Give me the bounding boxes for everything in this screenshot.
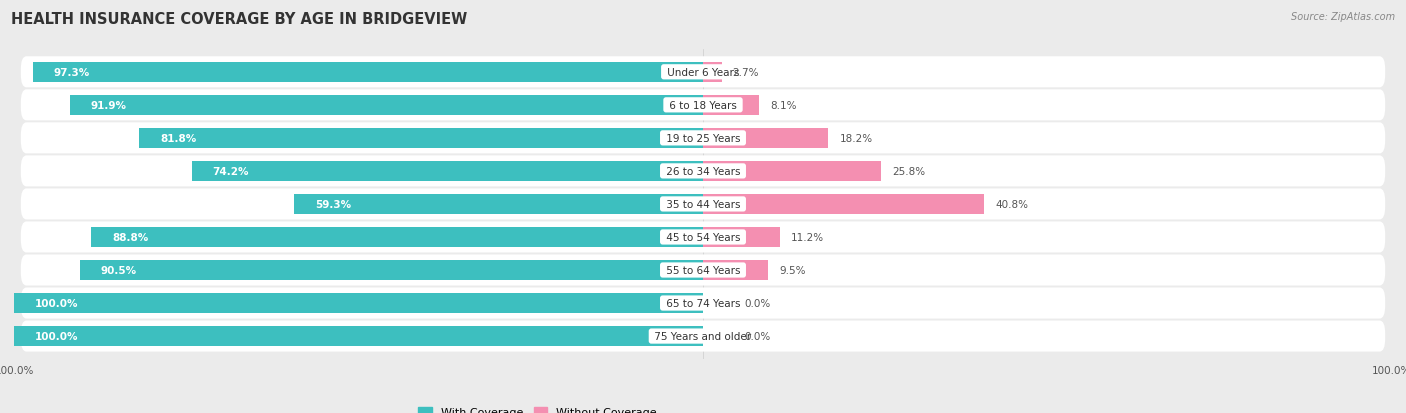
Text: 91.9%: 91.9% <box>90 101 127 111</box>
Bar <box>32 62 703 83</box>
Text: 100.0%: 100.0% <box>35 331 79 341</box>
FancyBboxPatch shape <box>21 123 1385 154</box>
FancyBboxPatch shape <box>21 288 1385 319</box>
Text: Under 6 Years: Under 6 Years <box>664 68 742 78</box>
Bar <box>703 62 721 83</box>
Bar <box>70 95 703 116</box>
Text: 2.7%: 2.7% <box>733 68 759 78</box>
Bar <box>703 227 780 248</box>
FancyBboxPatch shape <box>21 57 1385 88</box>
Bar <box>703 260 769 280</box>
Bar <box>139 128 703 149</box>
Bar <box>703 128 828 149</box>
Text: 0.0%: 0.0% <box>744 298 770 308</box>
Text: 55 to 64 Years: 55 to 64 Years <box>662 265 744 275</box>
Text: 100.0%: 100.0% <box>35 298 79 308</box>
Bar <box>14 293 703 313</box>
Text: 9.5%: 9.5% <box>779 265 806 275</box>
Text: 40.8%: 40.8% <box>995 199 1028 209</box>
Text: 11.2%: 11.2% <box>792 233 824 242</box>
Bar <box>80 260 703 280</box>
Bar <box>91 227 703 248</box>
Text: 25.8%: 25.8% <box>891 166 925 176</box>
Text: 97.3%: 97.3% <box>53 68 90 78</box>
FancyBboxPatch shape <box>21 90 1385 121</box>
Legend: With Coverage, Without Coverage: With Coverage, Without Coverage <box>413 403 661 413</box>
Bar <box>703 194 984 215</box>
FancyBboxPatch shape <box>21 156 1385 187</box>
Text: 59.3%: 59.3% <box>315 199 352 209</box>
FancyBboxPatch shape <box>21 222 1385 253</box>
Bar <box>294 194 703 215</box>
Text: 26 to 34 Years: 26 to 34 Years <box>662 166 744 176</box>
FancyBboxPatch shape <box>21 255 1385 286</box>
Text: 75 Years and older: 75 Years and older <box>651 331 755 341</box>
Text: Source: ZipAtlas.com: Source: ZipAtlas.com <box>1291 12 1395 22</box>
Bar <box>703 95 759 116</box>
Bar <box>191 161 703 182</box>
Text: 45 to 54 Years: 45 to 54 Years <box>662 233 744 242</box>
FancyBboxPatch shape <box>21 321 1385 352</box>
Text: 74.2%: 74.2% <box>212 166 249 176</box>
Text: 6 to 18 Years: 6 to 18 Years <box>666 101 740 111</box>
Text: HEALTH INSURANCE COVERAGE BY AGE IN BRIDGEVIEW: HEALTH INSURANCE COVERAGE BY AGE IN BRID… <box>11 12 468 27</box>
FancyBboxPatch shape <box>21 189 1385 220</box>
Text: 35 to 44 Years: 35 to 44 Years <box>662 199 744 209</box>
Bar <box>14 326 703 347</box>
Bar <box>703 161 880 182</box>
Text: 18.2%: 18.2% <box>839 133 873 144</box>
Text: 81.8%: 81.8% <box>160 133 197 144</box>
Text: 19 to 25 Years: 19 to 25 Years <box>662 133 744 144</box>
Text: 90.5%: 90.5% <box>100 265 136 275</box>
Text: 8.1%: 8.1% <box>770 101 796 111</box>
Text: 0.0%: 0.0% <box>744 331 770 341</box>
Text: 88.8%: 88.8% <box>112 233 148 242</box>
Text: 65 to 74 Years: 65 to 74 Years <box>662 298 744 308</box>
